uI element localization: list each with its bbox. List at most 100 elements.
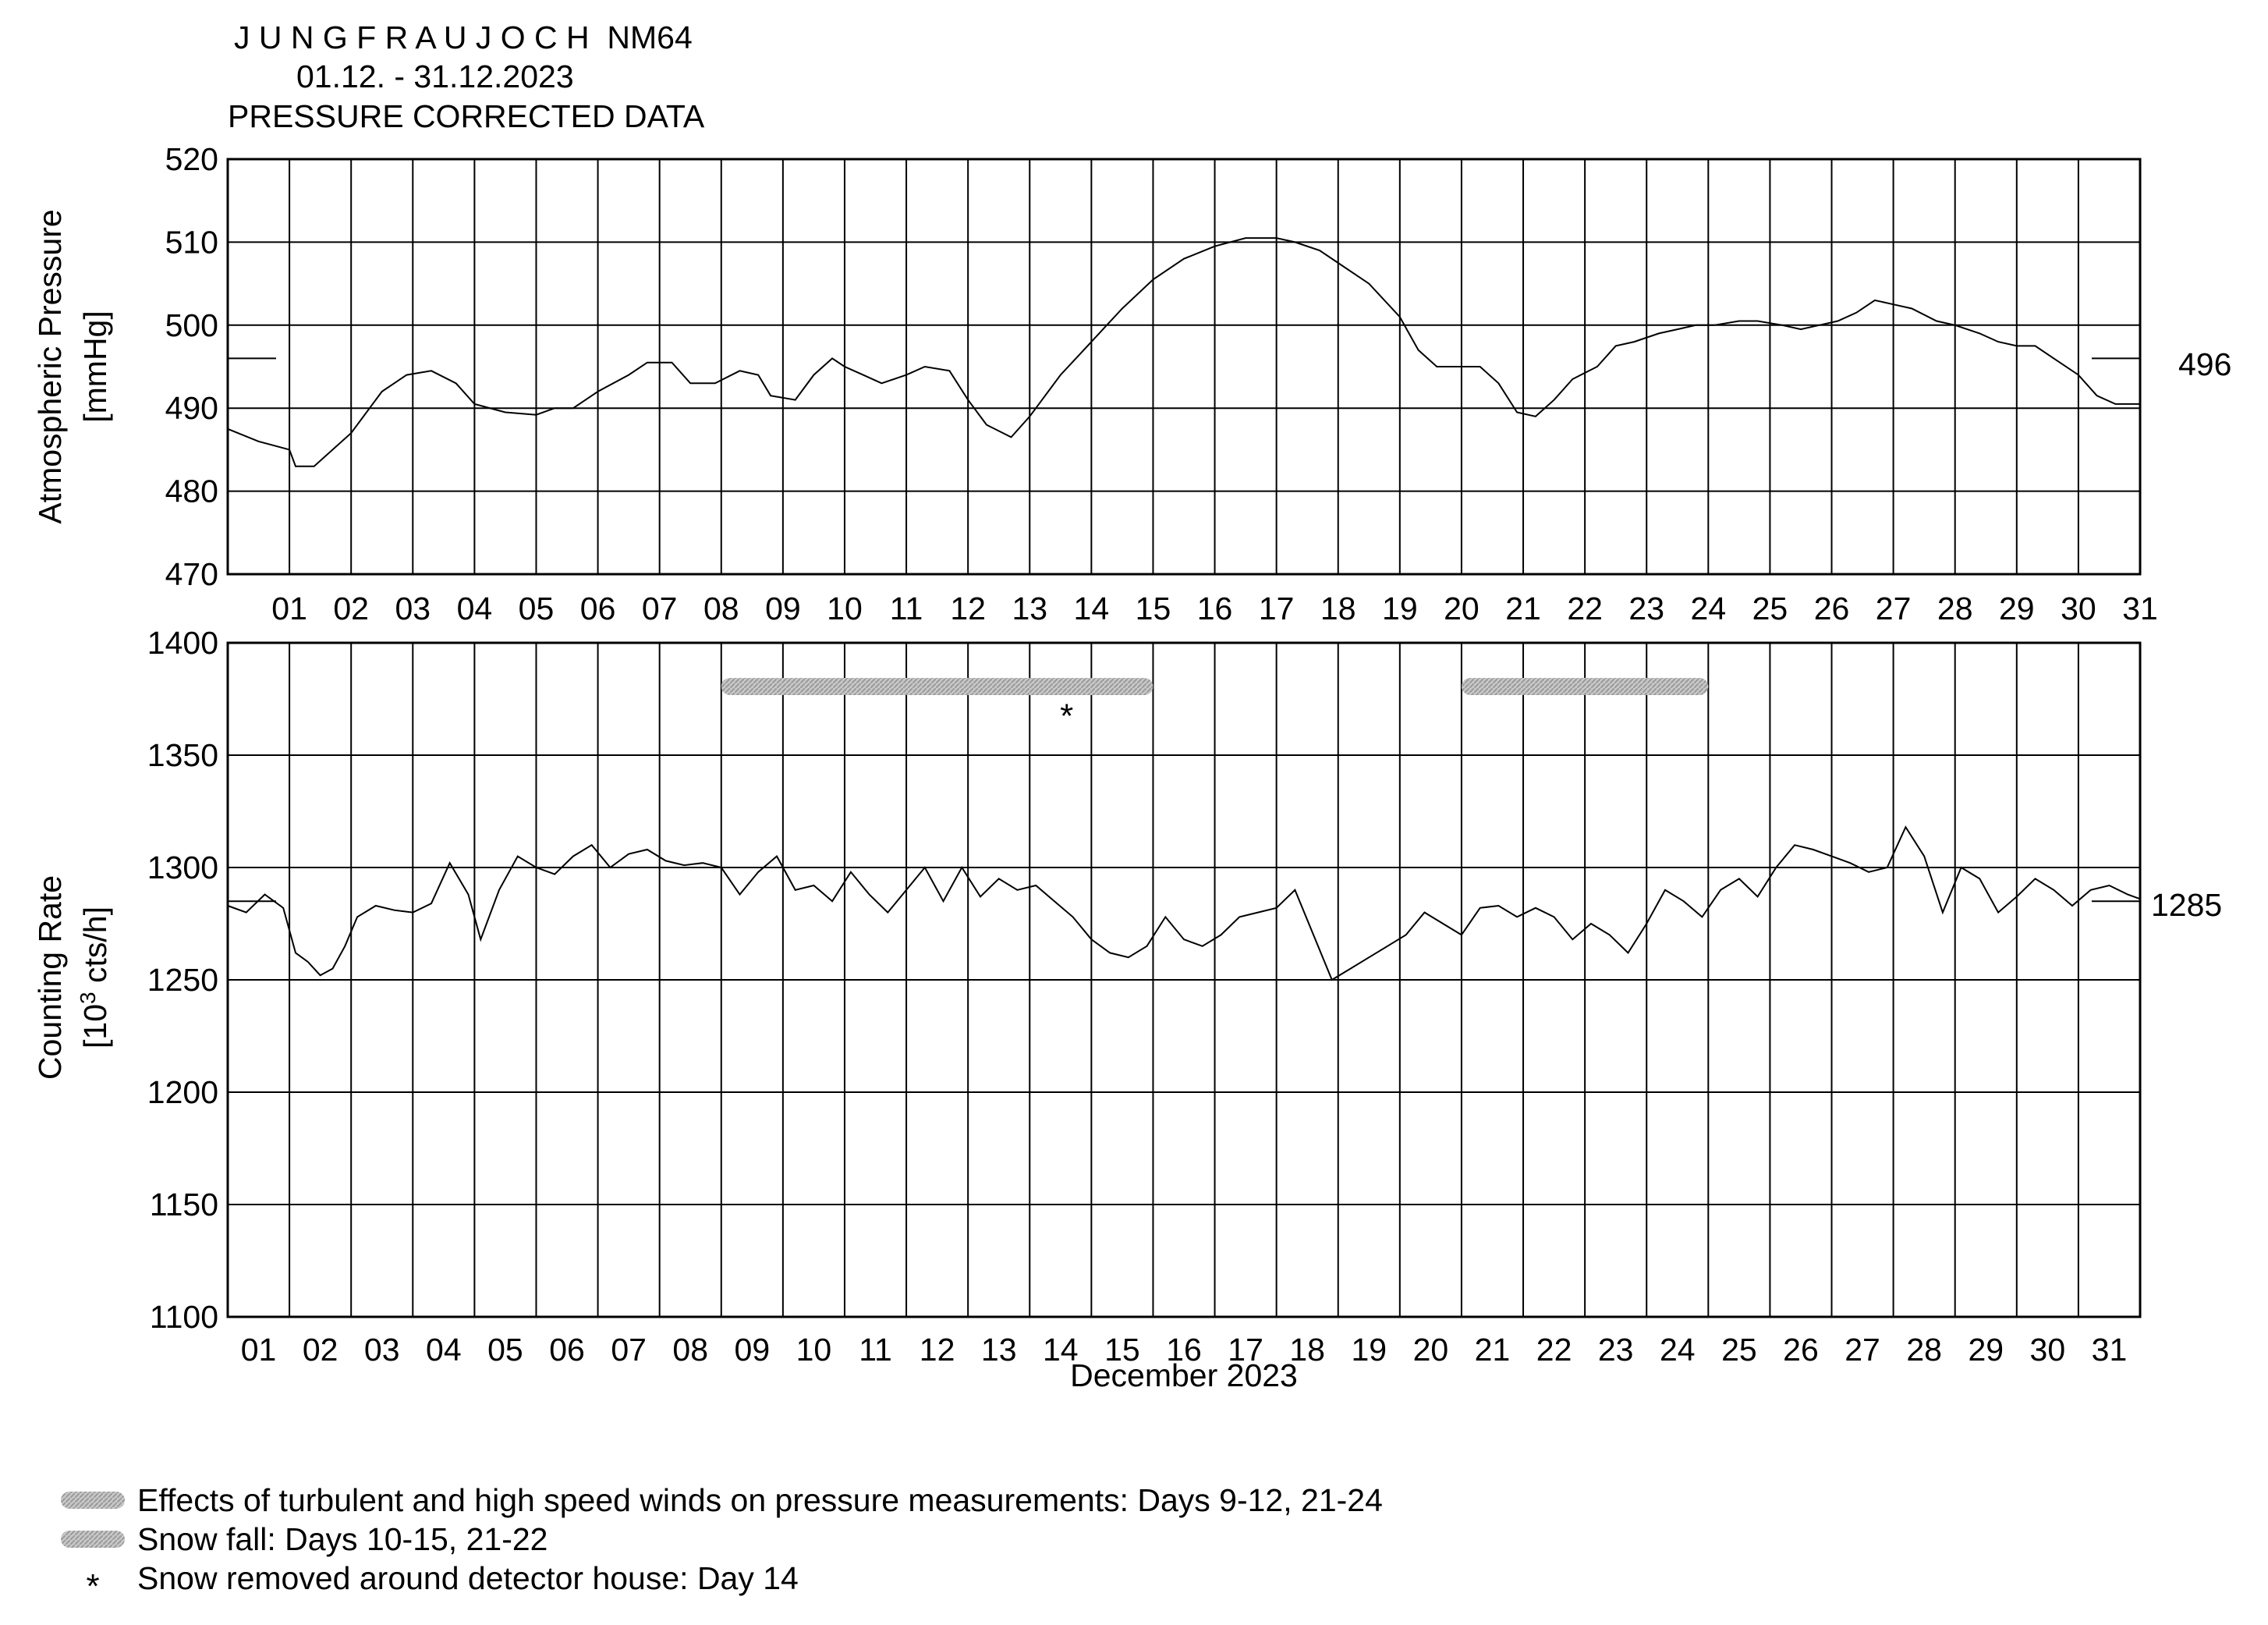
count-axis-unit-pre: [10 [77,1004,113,1048]
x-tick-label: 18 [1320,591,1356,626]
x-tick-label: 28 [1906,1332,1942,1368]
x-tick-label: 26 [1783,1332,1819,1368]
x-tick-label: 20 [1413,1332,1449,1368]
x-tick-label: 21 [1475,1332,1511,1368]
pressure-plot-frame [226,158,2142,576]
x-tick-label: 06 [580,591,616,626]
y-tick-label: 1200 [147,1074,218,1110]
legend: Effects of turbulent and high speed wind… [61,1482,1383,1605]
x-tick-label: 06 [549,1332,585,1368]
x-tick-label: 15 [1136,591,1171,626]
x-tick-label: 02 [303,1332,338,1368]
x-tick-label: 08 [703,591,739,626]
y-tick-label: 1150 [150,1187,218,1222]
count-axis-unit: [103 cts/h] [76,907,113,1048]
x-tick-label: 13 [1012,591,1047,626]
x-tick-label: 04 [457,591,493,626]
x-tick-label: 20 [1444,591,1480,626]
x-tick-label: 29 [1999,591,2035,626]
x-tick-label: 28 [1937,591,1973,626]
x-tick-label: 03 [395,591,431,626]
x-tick-label: 01 [271,591,307,626]
x-tick-label: 11 [890,591,923,626]
pressure-axis-unit: [mmHg] [77,310,113,423]
date-range: 01.12. - 31.12.2023 [296,59,574,94]
hatched-annotation-bar [721,678,1153,695]
x-tick-label: 07 [611,1332,647,1368]
count-axis-unit-post: cts/h] [77,907,113,992]
x-tick-label: 17 [1228,1332,1263,1368]
x-tick-label: 18 [1289,1332,1325,1368]
count-axis-label: Counting Rate [32,875,68,1080]
y-tick-label: 490 [165,390,218,426]
pressure-series-line [227,237,2140,467]
y-tick-label: 480 [165,474,218,509]
x-tick-label: 08 [672,1332,708,1368]
x-tick-label: 23 [1598,1332,1634,1368]
pressure-panel: 470 480 490 500 510 520 01 02 03 04 05 06 07 08 09 10 1… [32,141,2231,626]
snow-removed-marker: * [1060,697,1073,735]
x-tick-label: 26 [1814,591,1850,626]
counting-rate-series-line [227,825,2141,981]
x-tick-label: 01 [241,1332,277,1368]
chart-subtitle: PRESSURE CORRECTED DATA [228,98,705,134]
x-tick-label: 03 [364,1332,400,1368]
station-title: J U N G F R A U J O C H NM64 [234,20,693,55]
legend-wind-swatch [61,1492,125,1509]
x-tick-label: 02 [333,591,369,626]
x-axis-label: December 2023 [1070,1357,1298,1393]
x-tick-label: 16 [1197,591,1233,626]
x-tick-label: 31 [2122,591,2158,626]
x-tick-label: 19 [1382,591,1418,626]
x-tick-label: 23 [1628,591,1664,626]
y-tick-label: 1300 [147,850,218,885]
pressure-reference-label: 496 [2178,346,2231,382]
legend-snowfall-text: Snow fall: Days 10-15, 21-22 [137,1521,548,1557]
legend-asterisk-icon: * [86,1567,99,1605]
x-tick-label: 22 [1567,591,1603,626]
legend-snowfall-swatch [61,1531,125,1548]
x-tick-label: 14 [1074,591,1110,626]
x-tick-label: 24 [1660,1332,1696,1368]
count-plot-frame [226,641,2142,1318]
x-tick-label: 30 [2061,591,2096,626]
x-tick-label: 07 [642,591,678,626]
x-tick-label: 12 [950,591,986,626]
x-tick-label: 31 [2092,1332,2128,1368]
y-tick-label: 1400 [147,625,218,661]
x-tick-label: 04 [426,1332,462,1368]
x-tick-label: 27 [1876,591,1912,626]
x-tick-label: 10 [796,1332,832,1368]
x-tick-label: 25 [1752,591,1788,626]
x-tick-label: 13 [981,1332,1017,1368]
pressure-axis-label: Atmospheric Pressure [32,209,68,523]
x-tick-label: 27 [1845,1332,1880,1368]
x-tick-label: 15 [1104,1332,1140,1368]
x-tick-label: 29 [1968,1332,2004,1368]
count-panel: 1100 1150 1200 1250 1300 1350 1400 01 02 03 04 05 0… [32,625,2222,1368]
count-axis-unit-sup: 3 [76,992,100,1004]
x-tick-label: 22 [1536,1332,1572,1368]
y-tick-label: 510 [165,224,218,260]
x-tick-label: 25 [1721,1332,1757,1368]
y-tick-label: 470 [165,556,218,592]
legend-wind-text: Effects of turbulent and high speed wind… [137,1482,1383,1518]
x-tick-label: 11 [859,1332,892,1368]
legend-snow-removed-text: Snow removed around detector house: Day … [137,1560,799,1596]
count-reference-label: 1285 [2151,887,2222,923]
x-tick-label: 21 [1505,591,1541,626]
x-tick-label: 24 [1691,591,1727,626]
x-tick-label: 14 [1043,1332,1079,1368]
x-tick-label: 30 [2030,1332,2066,1368]
x-tick-label: 10 [827,591,863,626]
x-tick-label: 17 [1259,591,1295,626]
x-tick-label: 16 [1166,1332,1202,1368]
y-tick-label: 500 [165,307,218,343]
x-tick-label: 09 [765,591,801,626]
y-tick-label: 520 [165,141,218,177]
x-tick-label: 19 [1351,1332,1387,1368]
y-tick-label: 1250 [147,962,218,998]
y-tick-label: 1350 [147,737,218,773]
y-tick-label: 1100 [150,1299,218,1335]
